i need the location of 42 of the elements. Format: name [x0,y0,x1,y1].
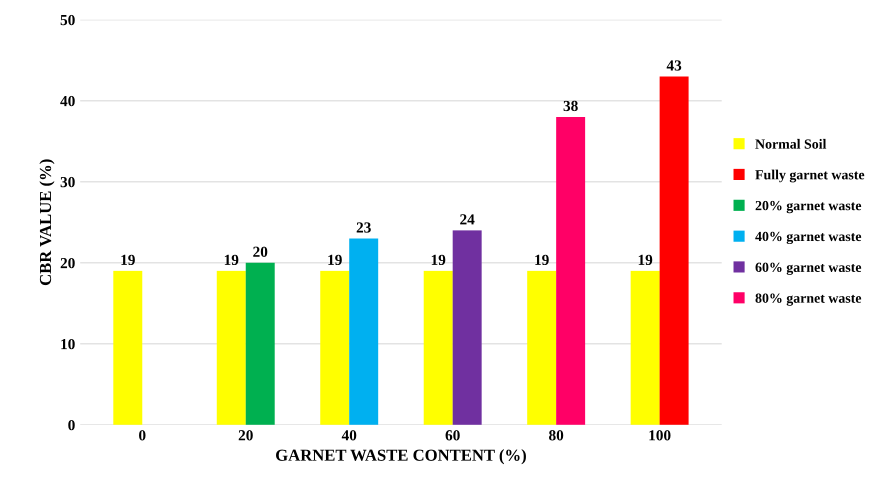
y-tick-label: 10 [61,338,75,350]
legend-label: 40% garnet waste [755,232,862,244]
x-tick-label: 100 [649,430,671,440]
data-label: 19 [638,254,652,266]
y-tick-label: 0 [68,420,75,430]
x-tick-label: 80 [549,430,564,440]
x-tick-label: 40 [342,430,356,440]
bar [349,238,378,425]
y-axis-title: CBR VALUE (%) [39,159,54,286]
legend-label: 60% garnet waste [756,262,862,275]
data-label: 20 [253,246,268,257]
data-label: 19 [328,254,342,266]
bar [320,270,350,425]
bar [424,270,453,425]
bar [113,270,142,425]
bar [527,270,556,425]
data-label: 19 [432,254,446,266]
legend-label: Normal Soil [755,138,826,149]
bar [216,270,246,425]
bar [660,76,689,425]
legend-label: 80% garnet waste [756,293,862,306]
data-label: 23 [356,222,371,233]
data-label: 43 [666,60,682,71]
x-tick-label: 60 [446,430,460,440]
y-tick-label: 50 [60,14,75,26]
y-tick-label: 20 [60,258,75,268]
x-tick-label: 0 [139,430,146,440]
legend-label: Fully garnet waste [755,170,864,182]
x-axis-title: GARNET WASTE CONTENT (%) [276,449,526,464]
bar [630,270,660,425]
data-label: 19 [121,254,135,266]
y-tick-label: 30 [60,176,75,188]
data-label: 19 [535,254,549,266]
bar [246,262,275,425]
data-label: 19 [224,254,238,266]
x-tick-label: 20 [238,430,253,440]
y-tick-label: 40 [60,96,75,106]
legend-label: 20% garnet waste [756,200,862,214]
data-label: 38 [564,100,578,112]
bar [452,230,482,425]
data-label: 24 [460,214,475,224]
bar [556,116,586,425]
